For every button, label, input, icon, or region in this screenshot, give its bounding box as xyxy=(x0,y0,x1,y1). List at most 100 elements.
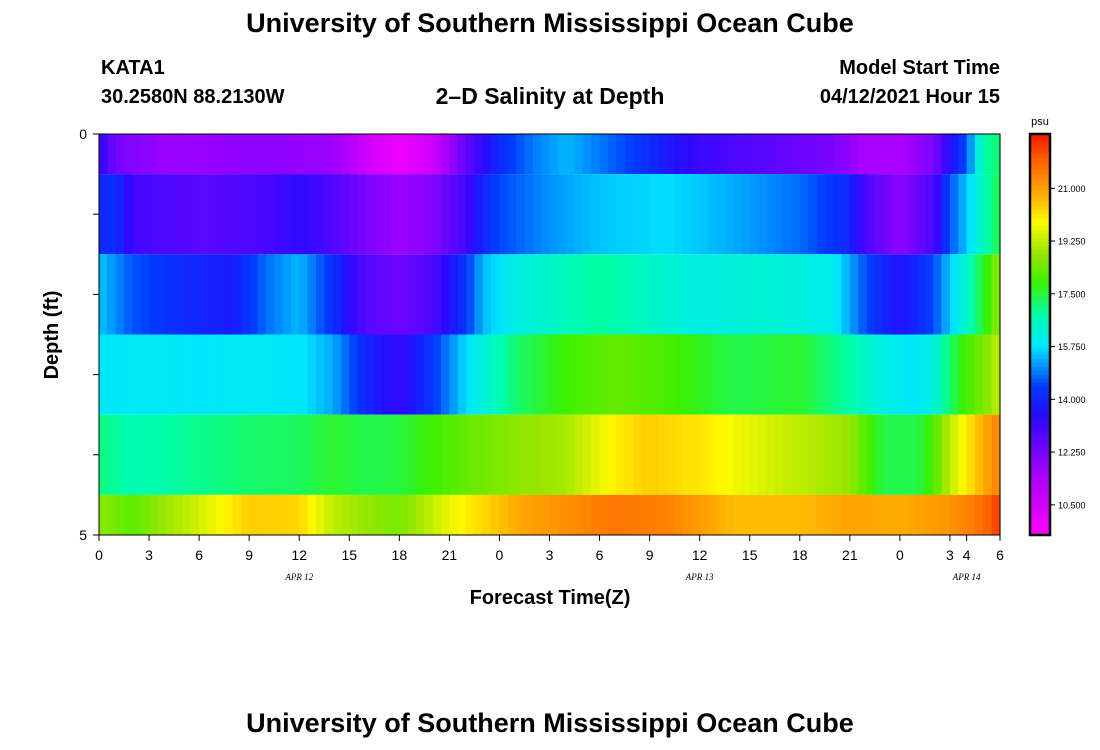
heatmap-cell xyxy=(432,414,442,495)
heatmap-cell xyxy=(566,254,576,335)
heatmap-cell xyxy=(708,414,717,495)
heatmap-cell xyxy=(591,494,601,535)
heatmap-cell xyxy=(941,494,951,535)
heatmap-cell xyxy=(599,334,609,415)
colorbar-cell xyxy=(1030,314,1050,320)
heatmap-cell xyxy=(265,494,275,535)
colorbar-cell xyxy=(1030,190,1050,195)
heatmap-cell xyxy=(382,494,392,535)
heatmap-cell xyxy=(641,334,651,415)
heatmap-cell xyxy=(991,494,1001,535)
heatmap-cell xyxy=(224,414,234,495)
heatmap-cell xyxy=(315,134,325,175)
heatmap-cell xyxy=(624,254,634,335)
colorbar-cell xyxy=(1030,522,1050,528)
colorbar-cell xyxy=(1030,174,1050,179)
heatmap-cell xyxy=(532,254,542,335)
heatmap-cell xyxy=(783,134,793,175)
colorbar-tick-label: 12.250 xyxy=(1058,448,1086,458)
heatmap-cell xyxy=(741,334,751,415)
heatmap-cell xyxy=(99,334,108,415)
heatmap-cell xyxy=(240,334,250,415)
colorbar-tick-label: 14.000 xyxy=(1058,395,1086,405)
heatmap-cell xyxy=(149,334,158,415)
heatmap-cell xyxy=(174,494,184,535)
heatmap-cell xyxy=(207,134,217,175)
heatmap-cell xyxy=(833,134,843,175)
heatmap-cell xyxy=(199,254,209,335)
heatmap-cell xyxy=(966,254,976,335)
heatmap-cell xyxy=(991,134,1001,175)
heatmap-cell xyxy=(132,494,142,535)
colorbar-cell xyxy=(1030,306,1050,312)
heatmap-cell xyxy=(257,414,267,495)
heatmap-cell xyxy=(849,334,859,415)
heatmap-cell xyxy=(482,254,492,335)
heatmap-cell xyxy=(866,134,876,175)
heatmap-cell xyxy=(941,174,951,255)
heatmap-cell xyxy=(758,254,767,335)
heatmap-cell xyxy=(741,494,751,535)
heatmap-cell xyxy=(224,494,234,535)
heatmap-cell xyxy=(699,334,709,415)
heatmap-cell xyxy=(140,174,150,255)
heatmap-cell xyxy=(574,174,584,255)
heatmap-cell xyxy=(457,254,467,335)
heatmap-cell xyxy=(199,174,209,255)
heatmap-cell xyxy=(808,134,818,175)
heatmap-cell xyxy=(182,334,192,415)
heatmap-cell xyxy=(866,414,876,495)
heatmap-cell xyxy=(933,134,943,175)
heatmap-cell xyxy=(908,494,918,535)
heatmap-cell xyxy=(941,134,951,175)
heatmap-cell xyxy=(491,254,501,335)
heatmap-cell xyxy=(491,414,501,495)
colorbar-cell xyxy=(1030,418,1050,424)
heatmap-cell xyxy=(432,334,442,415)
heatmap-cell xyxy=(549,254,559,335)
heatmap-cell xyxy=(899,414,909,495)
colorbar-cell xyxy=(1030,150,1050,155)
heatmap-cell xyxy=(491,334,501,415)
heatmap-cell xyxy=(165,254,175,335)
heatmap-cell xyxy=(299,494,309,535)
heatmap-cell xyxy=(365,134,375,175)
heatmap-cell xyxy=(516,334,526,415)
heatmap-cell xyxy=(107,414,117,495)
heatmap-cell xyxy=(749,414,759,495)
heatmap-cell xyxy=(724,414,734,495)
station-id: KATA1 xyxy=(101,57,165,79)
heatmap-cell xyxy=(899,494,909,535)
heatmap-cell xyxy=(282,334,292,415)
heatmap-cell xyxy=(733,254,742,335)
colorbar-cell xyxy=(1030,330,1050,336)
heatmap-cell xyxy=(390,494,400,535)
heatmap-cell xyxy=(349,254,359,335)
colorbar-cell xyxy=(1030,262,1050,267)
colorbar-cell xyxy=(1030,442,1050,448)
heatmap-cell xyxy=(524,174,534,255)
x-tick-label: 9 xyxy=(245,547,253,563)
heatmap-cell xyxy=(349,174,359,255)
heatmap-cell xyxy=(691,494,701,535)
heatmap-cell xyxy=(566,334,576,415)
heatmap-cell xyxy=(682,254,692,335)
heatmap-cell xyxy=(516,134,526,175)
colorbar-cell xyxy=(1030,178,1050,183)
heatmap-cell xyxy=(908,254,918,335)
heatmap-cell xyxy=(290,494,300,535)
colorbar-cell xyxy=(1030,134,1050,139)
heatmap-cell xyxy=(808,494,818,535)
heatmap-cell xyxy=(833,414,843,495)
x-tick-label: 0 xyxy=(896,547,904,563)
colorbar-cell xyxy=(1030,258,1050,263)
heatmap-cell xyxy=(849,134,859,175)
heatmap-cell xyxy=(441,174,450,255)
heatmap-cell xyxy=(132,334,142,415)
heatmap-cell xyxy=(974,254,984,335)
heatmap-cell xyxy=(182,494,192,535)
heatmap-cell xyxy=(649,414,659,495)
x-tick-label: 12 xyxy=(291,547,307,563)
heatmap-cell xyxy=(282,494,292,535)
heatmap-cell xyxy=(574,134,584,175)
